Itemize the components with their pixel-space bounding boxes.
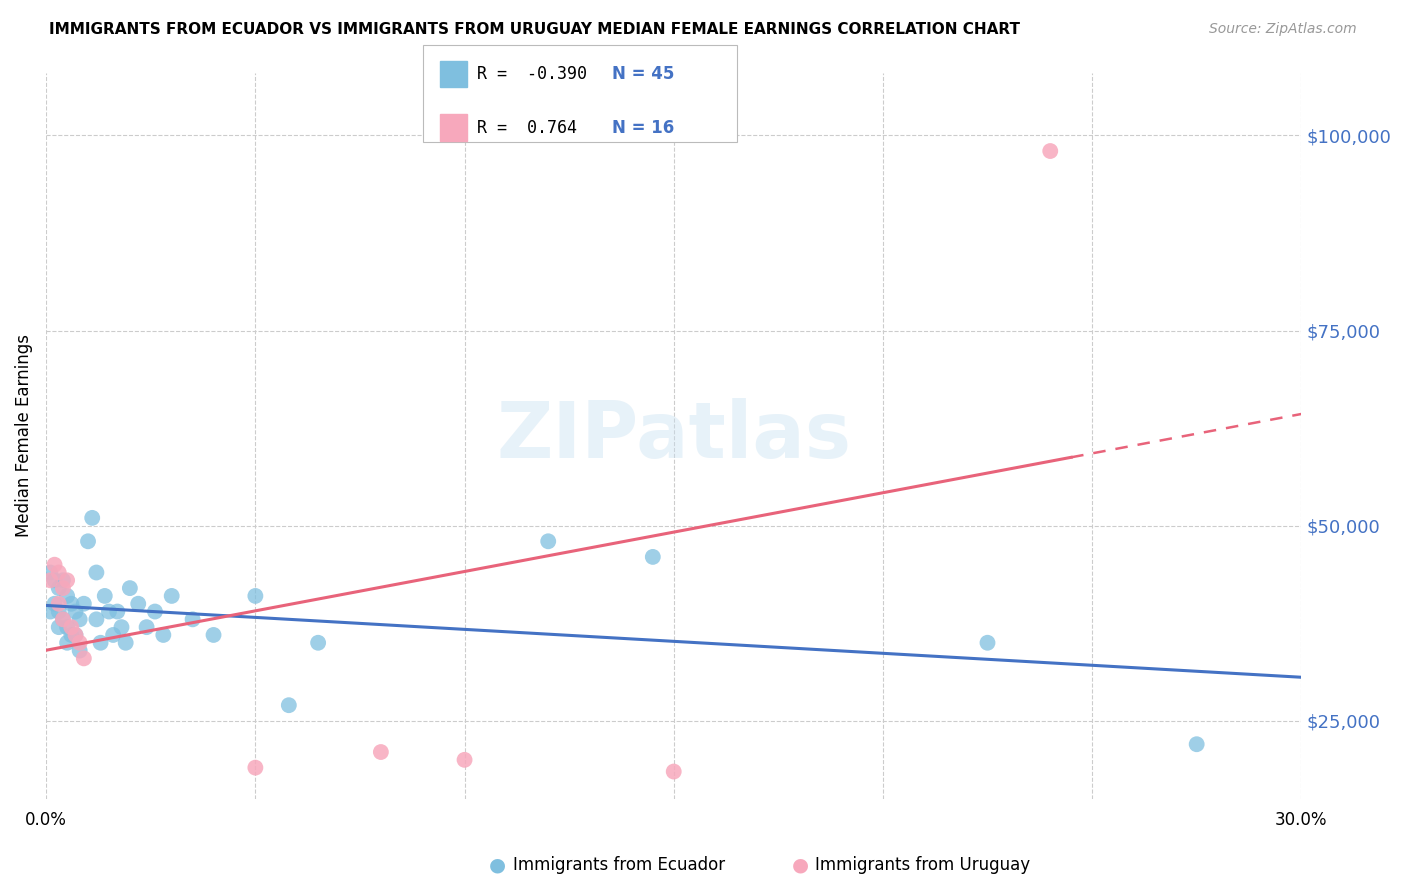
- Point: [56, 574, 79, 588]
- Point: [77, 534, 100, 549]
- Point: [453, 753, 475, 767]
- Point: [60, 597, 83, 611]
- Point: [97, 605, 120, 619]
- Point: [86, 612, 108, 626]
- Point: [48, 620, 70, 634]
- Point: [160, 589, 183, 603]
- Text: R =  -0.390: R = -0.390: [477, 65, 586, 83]
- Point: [110, 620, 132, 634]
- Text: 30.0%: 30.0%: [1275, 811, 1327, 829]
- Point: [44, 558, 66, 572]
- Point: [73, 597, 96, 611]
- Point: [202, 628, 225, 642]
- Point: [48, 597, 70, 611]
- Text: IMMIGRANTS FROM ECUADOR VS IMMIGRANTS FROM URUGUAY MEDIAN FEMALE EARNINGS CORREL: IMMIGRANTS FROM ECUADOR VS IMMIGRANTS FR…: [49, 22, 1021, 37]
- Point: [73, 651, 96, 665]
- Point: [52, 574, 75, 588]
- Point: [277, 698, 299, 713]
- Point: [65, 605, 87, 619]
- Point: [537, 534, 560, 549]
- Text: N = 45: N = 45: [612, 65, 673, 83]
- Point: [127, 597, 149, 611]
- Point: [118, 581, 141, 595]
- Point: [44, 574, 66, 588]
- Point: [39, 574, 62, 588]
- Text: ●: ●: [489, 855, 506, 875]
- Point: [56, 636, 79, 650]
- Text: Immigrants from Ecuador: Immigrants from Ecuador: [513, 856, 725, 874]
- Point: [56, 620, 79, 634]
- Point: [52, 612, 75, 626]
- Point: [56, 589, 79, 603]
- Point: [101, 628, 124, 642]
- Point: [39, 605, 62, 619]
- Point: [181, 612, 204, 626]
- Point: [65, 628, 87, 642]
- Point: [65, 628, 87, 642]
- Point: [370, 745, 392, 759]
- Point: [52, 612, 75, 626]
- Point: [48, 605, 70, 619]
- Point: [69, 643, 91, 657]
- Point: [90, 636, 112, 650]
- Y-axis label: Median Female Earnings: Median Female Earnings: [15, 334, 32, 537]
- Point: [44, 597, 66, 611]
- Point: [60, 628, 83, 642]
- Point: [152, 628, 174, 642]
- Point: [245, 589, 267, 603]
- Text: N = 16: N = 16: [612, 119, 673, 136]
- Point: [641, 549, 664, 564]
- Text: R =  0.764: R = 0.764: [477, 119, 576, 136]
- Point: [82, 511, 104, 525]
- Text: 0.0%: 0.0%: [25, 811, 67, 829]
- Point: [69, 636, 91, 650]
- Text: Source: ZipAtlas.com: Source: ZipAtlas.com: [1209, 22, 1357, 37]
- Point: [1039, 144, 1062, 158]
- Point: [52, 581, 75, 595]
- Point: [105, 605, 128, 619]
- Point: [60, 620, 83, 634]
- Point: [48, 566, 70, 580]
- Point: [307, 636, 329, 650]
- Point: [86, 566, 108, 580]
- Point: [135, 620, 157, 634]
- Text: ●: ●: [792, 855, 808, 875]
- Point: [976, 636, 998, 650]
- Text: ZIPatlas: ZIPatlas: [496, 398, 851, 474]
- Point: [48, 581, 70, 595]
- Point: [94, 589, 117, 603]
- Point: [114, 636, 136, 650]
- Point: [1185, 737, 1208, 751]
- Point: [662, 764, 685, 779]
- Point: [143, 605, 166, 619]
- Point: [245, 761, 267, 775]
- Point: [69, 612, 91, 626]
- Point: [39, 566, 62, 580]
- Text: Immigrants from Uruguay: Immigrants from Uruguay: [815, 856, 1031, 874]
